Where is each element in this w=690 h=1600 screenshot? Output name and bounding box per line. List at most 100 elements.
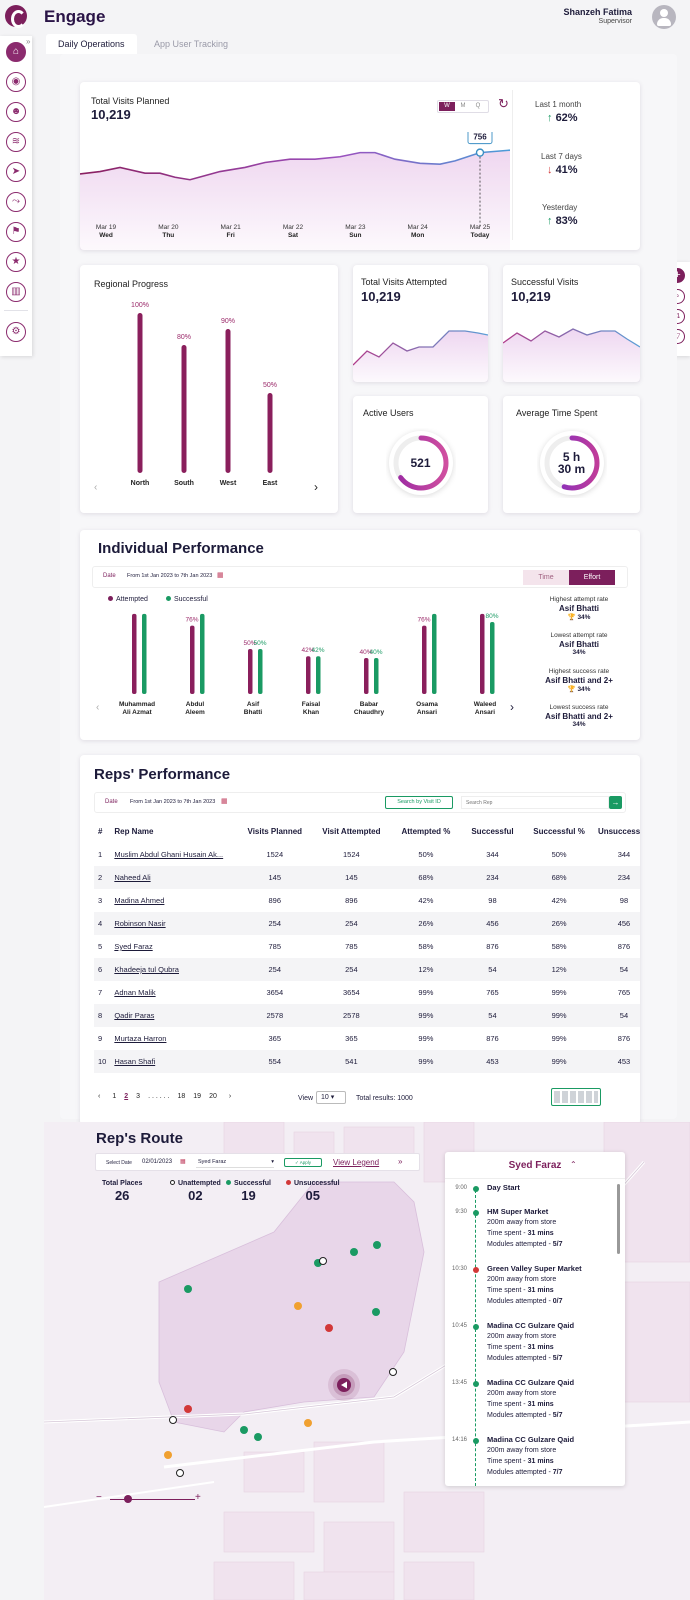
rep-name-link[interactable]: Madina Ahmed bbox=[114, 896, 165, 905]
location-pin-icon[interactable]: ◉ bbox=[6, 72, 26, 92]
table-row[interactable]: 4 Robinson Nasir 254 254 26% 456 26% 456 bbox=[94, 912, 640, 935]
successful-bar bbox=[258, 649, 263, 694]
rep-name-link[interactable]: Muslim Abdul Ghani Husain Ak... bbox=[114, 850, 224, 859]
page-link[interactable]: 3 bbox=[136, 1093, 141, 1100]
table-row[interactable]: 10 Hasan Shafi 554 541 99% 453 99% 453 bbox=[94, 1050, 640, 1073]
page-link[interactable]: 2 bbox=[124, 1093, 129, 1100]
rep-name-link[interactable]: Adnan Malik bbox=[114, 988, 156, 997]
column-header[interactable]: Successful bbox=[471, 827, 514, 836]
timeline-detail: 200m away from store bbox=[487, 1219, 557, 1226]
pagination: ‹ 1 2 3 . . . . . . 18 19 20 › bbox=[98, 1093, 231, 1100]
page-link[interactable]: 19 bbox=[193, 1093, 202, 1100]
zoom-out-icon[interactable]: − bbox=[96, 1492, 102, 1503]
column-header[interactable]: # bbox=[98, 827, 103, 836]
rep-name-link[interactable]: Robinson Nasir bbox=[110, 912, 238, 935]
avg-time-title: Average Time Spent bbox=[516, 408, 598, 418]
search-go-arrow-icon[interactable]: → bbox=[609, 796, 622, 809]
page-link[interactable]: 18 bbox=[177, 1093, 186, 1100]
page-link[interactable]: 1 bbox=[112, 1093, 117, 1100]
column-header[interactable]: Attempted % bbox=[401, 827, 451, 836]
export-excel-icon[interactable] bbox=[551, 1088, 601, 1106]
rep-name-link[interactable]: Murtaza Harron bbox=[114, 1034, 167, 1043]
x-tick-day: Thu bbox=[162, 232, 174, 239]
table-row[interactable]: 8 Qadir Paras 2578 2578 99% 54 99% 54 bbox=[94, 1004, 640, 1027]
rep-select[interactable]: Syed Faraz ▾ bbox=[196, 1157, 274, 1168]
effort-toggle-button[interactable]: Effort bbox=[569, 570, 615, 585]
table-cell: 68% bbox=[391, 866, 461, 889]
column-header[interactable]: Unsuccessful bbox=[597, 827, 640, 836]
chevron-left-icon[interactable]: ‹ bbox=[94, 482, 98, 493]
column-header[interactable]: Rep Name bbox=[114, 827, 154, 836]
chart-icon[interactable]: ▥ bbox=[6, 282, 26, 302]
table-row[interactable]: 6 Khadeeja tul Qubra 254 254 12% 54 12% 54 bbox=[94, 958, 640, 981]
apply-button[interactable]: ✓ Apply bbox=[284, 1158, 322, 1167]
table-row[interactable]: 5 Syed Faraz 785 785 58% 876 58% 876 bbox=[94, 935, 640, 958]
refresh-icon[interactable]: ↻ bbox=[498, 96, 509, 111]
chevron-right-icon[interactable]: › bbox=[314, 480, 318, 494]
zoom-slider-track[interactable] bbox=[110, 1499, 195, 1500]
trophy-icon: 🏆 bbox=[567, 686, 578, 693]
timeline-scrollbar[interactable] bbox=[617, 1184, 620, 1254]
search-rep-input[interactable] bbox=[461, 796, 609, 809]
engage-logo-icon[interactable] bbox=[5, 5, 27, 28]
rep-name-link[interactable]: Hasan Shafi bbox=[110, 1050, 238, 1073]
individual-date-range[interactable]: From 1st Jan 2023 to 7th Jan 2023 bbox=[127, 573, 213, 579]
ring-progress bbox=[544, 435, 600, 491]
page-size-select[interactable]: 10 ▾ bbox=[316, 1091, 346, 1104]
user-icon[interactable]: ☻ bbox=[6, 102, 26, 122]
rep-name-link[interactable]: Syed Faraz bbox=[114, 942, 153, 951]
tab-daily-operations[interactable]: Daily Operations bbox=[46, 34, 137, 54]
table-row[interactable]: 7 Adnan Malik 3654 3654 99% 765 99% 765 bbox=[94, 981, 640, 1004]
table-row[interactable]: 2 Naheed Ali 145 145 68% 234 68% 234 bbox=[94, 866, 640, 889]
reps-date-range[interactable]: From 1st Jan 2023 to 7th Jan 2023 bbox=[130, 799, 216, 805]
timeline-status-dot bbox=[473, 1186, 479, 1192]
period-quarter-button[interactable]: Q bbox=[475, 103, 481, 109]
chevron-up-icon[interactable]: ⌃ bbox=[570, 1160, 577, 1169]
search-by-visit-id-button[interactable]: Search by Visit ID bbox=[385, 796, 453, 809]
home-icon[interactable]: ⌂ bbox=[6, 42, 26, 62]
zoom-slider-handle[interactable] bbox=[124, 1495, 132, 1503]
send-icon[interactable]: ➤ bbox=[6, 162, 26, 182]
rep-name-link[interactable]: Naheed Ali bbox=[110, 866, 238, 889]
rep-name-line2: Khan bbox=[303, 709, 319, 716]
table-cell: 54 bbox=[593, 958, 640, 981]
table-row[interactable]: 9 Murtaza Harron 365 365 99% 876 99% 876 bbox=[94, 1027, 640, 1050]
timeline-detail-value: 31 mins bbox=[527, 1287, 554, 1294]
flag-icon[interactable]: ⚑ bbox=[6, 222, 26, 242]
chevron-left-icon[interactable]: ‹ bbox=[98, 1093, 101, 1100]
zoom-in-icon[interactable]: + bbox=[195, 1492, 201, 1503]
avg-time-hours: 5 h bbox=[562, 450, 581, 464]
route-date-value[interactable]: 02/01/2023 bbox=[142, 1159, 173, 1165]
rep-name-link[interactable]: Khadeeja tul Qubra bbox=[110, 958, 238, 981]
collapse-toggle-icon[interactable]: » bbox=[26, 37, 31, 46]
view-legend-link[interactable]: View Legend bbox=[333, 1158, 380, 1167]
attempted-bar bbox=[132, 613, 137, 694]
chevron-right-icon[interactable]: › bbox=[510, 700, 514, 714]
calendar-icon[interactable]: ▦ bbox=[180, 1159, 186, 1165]
avatar[interactable] bbox=[652, 5, 676, 29]
period-week-button[interactable]: W bbox=[439, 102, 455, 111]
map-markers bbox=[164, 1241, 397, 1477]
column-header[interactable]: Visits Planned bbox=[247, 827, 303, 836]
period-month-button[interactable]: M bbox=[460, 103, 466, 109]
route-map[interactable]: Rep's Route Select Date 02/01/2023 ▦ Sye… bbox=[44, 1122, 690, 1600]
insight-item: Highest success rate Asif Bhatti and 2+ 🏆 … bbox=[520, 668, 638, 693]
star-icon[interactable]: ★ bbox=[6, 252, 26, 272]
chevron-right-icon[interactable]: › bbox=[228, 1093, 232, 1100]
time-toggle-button[interactable]: Time bbox=[523, 570, 569, 585]
column-header[interactable]: Successful % bbox=[533, 827, 585, 836]
chevron-left-icon[interactable]: ‹ bbox=[96, 702, 100, 713]
settings-icon[interactable]: ⚙ bbox=[6, 322, 26, 342]
table-row[interactable]: 1 Muslim Abdul Ghani Husain Ak... 1524 1524… bbox=[94, 843, 640, 866]
route-icon[interactable]: ⤳ bbox=[6, 192, 26, 212]
chevron-double-down-icon[interactable]: » bbox=[398, 1157, 403, 1166]
calendar-icon[interactable]: ▦ bbox=[221, 798, 228, 805]
page-link[interactable]: 20 bbox=[209, 1093, 217, 1100]
page-link[interactable]: . . . . . . bbox=[148, 1093, 170, 1100]
layers-icon[interactable]: ≋ bbox=[6, 132, 26, 152]
tab-app-user-tracking[interactable]: App User Tracking bbox=[154, 39, 229, 49]
rep-name-link[interactable]: Qadir Paras bbox=[110, 1004, 238, 1027]
table-row[interactable]: 3 Madina Ahmed 896 896 42% 98 42% 98 bbox=[94, 889, 640, 912]
column-header[interactable]: Visit Attempted bbox=[322, 827, 381, 836]
calendar-icon[interactable]: ▦ bbox=[217, 572, 224, 579]
